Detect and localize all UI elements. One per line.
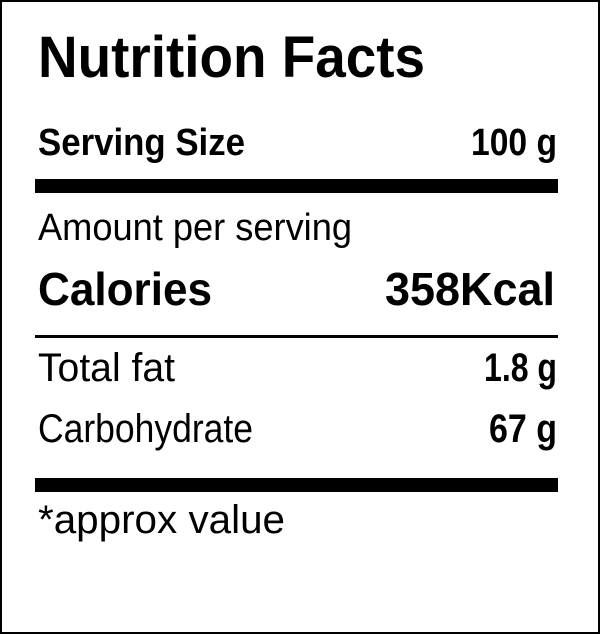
footnote: *approx value [38, 498, 285, 542]
thick-divider [35, 179, 558, 193]
thick-divider [35, 478, 558, 492]
nutrient-value: 1.8 g [484, 346, 557, 390]
serving-label: Serving Size [38, 122, 245, 164]
calories-label: Calories [38, 263, 212, 315]
amount-label: Amount per serving [38, 207, 352, 249]
serving-value: 100 g [471, 122, 557, 164]
thin-divider [35, 335, 558, 338]
title: Nutrition Facts [38, 25, 425, 90]
nutrient-value: 67 g [489, 407, 557, 451]
calories-value: 358Kcal [385, 263, 555, 315]
nutrient-label: Total fat [38, 346, 175, 390]
nutrient-label: Carbohydrate [38, 407, 253, 451]
